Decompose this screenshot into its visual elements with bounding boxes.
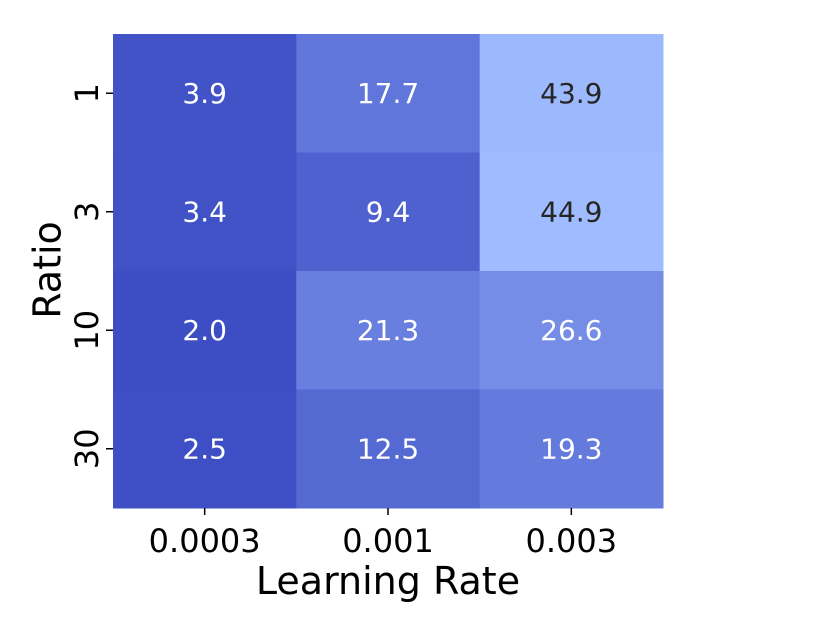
- heatmap-cell: [479, 34, 664, 153]
- cell-value-label: 43.9: [540, 77, 602, 110]
- heatmap-cell: [479, 389, 664, 509]
- heatmap-cell: [113, 389, 297, 509]
- cell-value-label: 3.9: [182, 77, 227, 110]
- cell-value-label: 3.4: [182, 195, 227, 228]
- heatmap-cell: [296, 389, 481, 509]
- cell-value-label: 44.9: [540, 195, 602, 228]
- x-tick-label: 0.001: [342, 522, 434, 560]
- y-tick-label: 10: [68, 310, 106, 351]
- cell-value-label: 2.0: [182, 314, 227, 347]
- heatmap-cell: [479, 152, 664, 272]
- x-axis-label: Learning Rate: [256, 559, 520, 603]
- heatmap-value-labels: 3.9 17.7 43.9 3.4 9.4 44.9 2.0 21.3 26.6 2.5 12.5 1…: [182, 77, 602, 466]
- cell-value-label: 21.3: [357, 314, 419, 347]
- heatmap-cell: [113, 152, 297, 272]
- heatmap-cells: [113, 34, 664, 509]
- y-axis-ticks: 1 3 10 30: [68, 83, 113, 469]
- heatmap-cell: [113, 34, 297, 153]
- x-axis-ticks: 0.0003 0.001 0.003: [149, 508, 617, 560]
- cell-value-label: 12.5: [357, 432, 419, 465]
- cell-value-label: 17.7: [357, 77, 419, 110]
- x-tick-label: 0.003: [526, 522, 618, 560]
- heatmap-cell: [113, 271, 297, 390]
- cell-value-label: 2.5: [182, 432, 227, 465]
- cell-value-label: 19.3: [540, 432, 602, 465]
- cell-value-label: 26.6: [540, 314, 602, 347]
- y-axis-label: Ratio: [26, 221, 70, 319]
- y-tick-label: 30: [68, 428, 106, 469]
- heatmap-cell: [479, 271, 664, 390]
- heatmap-cell: [296, 152, 481, 272]
- y-tick-label: 1: [68, 83, 106, 103]
- heatmap-cell: [296, 34, 481, 153]
- cell-value-label: 9.4: [366, 195, 411, 228]
- heatmap-cell: [296, 271, 481, 390]
- y-tick-label: 3: [68, 202, 106, 222]
- x-tick-label: 0.0003: [149, 522, 261, 560]
